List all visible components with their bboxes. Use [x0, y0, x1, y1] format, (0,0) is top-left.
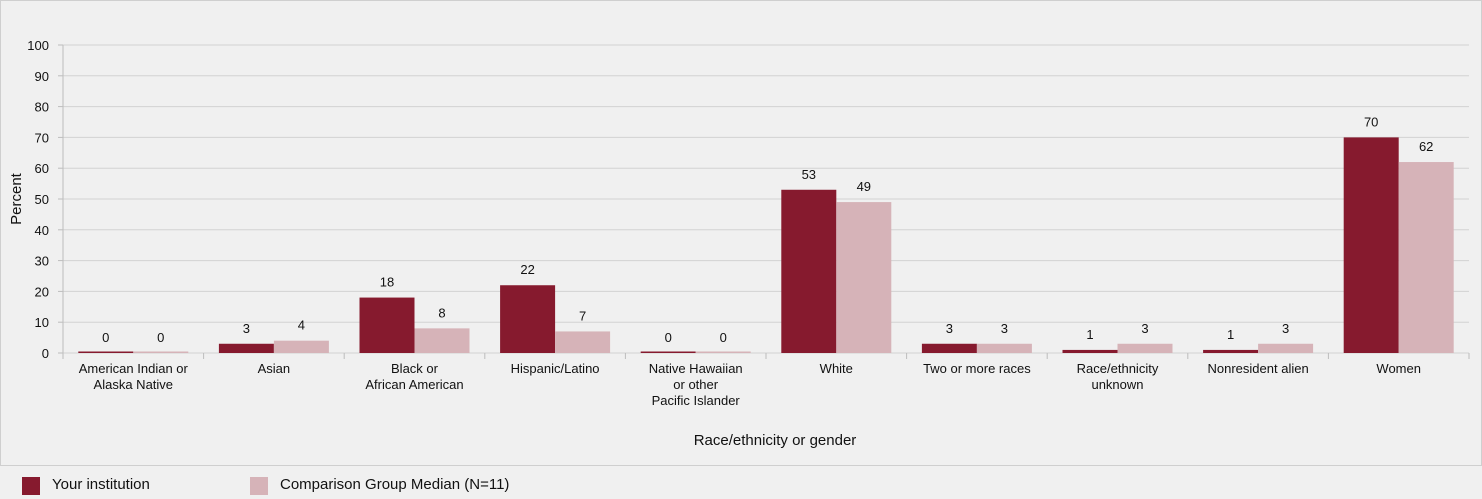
- x-tick-labels: American Indian or Alaska Native Asian Blac…: [79, 361, 1421, 408]
- y-tick-label: 0: [42, 346, 49, 361]
- x-tick-label-line: or other: [673, 377, 718, 392]
- x-tick-label: Native Hawaiian or other Pacific Islander: [649, 361, 743, 408]
- data-label: 0: [720, 330, 727, 345]
- y-tick-label: 30: [35, 254, 49, 269]
- bar: [78, 351, 134, 353]
- y-tick-label: 40: [35, 223, 49, 238]
- x-tick-label-line: Nonresident alien: [1208, 361, 1309, 376]
- bar: [414, 328, 470, 353]
- x-tick-label-line: Black or: [391, 361, 439, 376]
- bar: [1203, 349, 1259, 353]
- y-tick-label: 20: [35, 284, 49, 299]
- bar: [1117, 343, 1173, 353]
- bar: [500, 285, 556, 353]
- bar: [359, 297, 415, 353]
- bars: [78, 137, 1454, 353]
- data-label: 3: [1141, 321, 1148, 336]
- data-label: 0: [157, 330, 164, 345]
- data-label: 4: [298, 318, 305, 333]
- data-label: 53: [802, 167, 816, 182]
- x-tick-label-line: African American: [365, 377, 463, 392]
- bar: [273, 340, 329, 353]
- x-tick-label-line: Women: [1376, 361, 1421, 376]
- bar: [976, 343, 1032, 353]
- data-label: 0: [665, 330, 672, 345]
- y-tick-label: 90: [35, 69, 49, 84]
- x-tick-label-line: American Indian or: [79, 361, 189, 376]
- data-label: 1: [1227, 327, 1234, 342]
- x-tick-label-line: Alaska Native: [94, 377, 173, 392]
- x-tick-label-line: unknown: [1091, 377, 1143, 392]
- x-tick-label: Race/ethnicity unknown: [1077, 361, 1159, 392]
- gridlines: [58, 44, 1470, 359]
- x-tick-label-line: Asian: [258, 361, 291, 376]
- x-tick-label: Asian: [258, 361, 291, 376]
- chart-frame: 0 10 20 30 40 50 60 70 80 90 100 0 0 3 4 18 8 22 7 0 0 53 49 3…: [0, 0, 1482, 466]
- data-label: 70: [1364, 114, 1378, 129]
- x-tick-label: Black or African American: [365, 361, 463, 392]
- bar: [133, 351, 189, 353]
- data-label: 0: [102, 330, 109, 345]
- y-tick-label: 10: [35, 315, 49, 330]
- x-tick-label-line: Hispanic/Latino: [511, 361, 600, 376]
- bar: [1343, 137, 1399, 353]
- bar: [1062, 349, 1118, 353]
- bar: [695, 351, 751, 353]
- data-label: 18: [380, 275, 394, 290]
- y-tick-label: 60: [35, 161, 49, 176]
- bar: [781, 189, 837, 353]
- x-tick-label: White: [820, 361, 853, 376]
- legend-swatch: [22, 477, 40, 495]
- bar: [555, 331, 611, 353]
- legend-label: Your institution: [52, 476, 150, 493]
- x-tick-label: Hispanic/Latino: [511, 361, 600, 376]
- y-tick-labels: 0 10 20 30 40 50 60 70 80 90 100: [27, 38, 49, 361]
- y-axis-title: Percent: [8, 172, 25, 225]
- x-tick-label-line: Race/ethnicity: [1077, 361, 1159, 376]
- bar: [1258, 343, 1314, 353]
- x-tick-label: American Indian or Alaska Native: [79, 361, 189, 392]
- x-tick-label: Women: [1376, 361, 1421, 376]
- bar: [640, 351, 696, 353]
- x-tick-label-line: White: [820, 361, 853, 376]
- y-tick-label: 80: [35, 100, 49, 115]
- y-tick-label: 100: [27, 38, 49, 53]
- data-label: 7: [579, 308, 586, 323]
- x-tick-label: Two or more races: [923, 361, 1031, 376]
- data-label: 8: [438, 305, 445, 320]
- data-label: 3: [243, 321, 250, 336]
- data-label: 1: [1086, 327, 1093, 342]
- x-tick-label: Nonresident alien: [1208, 361, 1309, 376]
- data-label: 3: [946, 321, 953, 336]
- bar: [921, 343, 977, 353]
- y-tick-label: 70: [35, 130, 49, 145]
- bar: [836, 202, 892, 353]
- data-label: 62: [1419, 139, 1433, 154]
- data-label: 22: [520, 262, 534, 277]
- data-label: 3: [1282, 321, 1289, 336]
- legend-label: Comparison Group Median (N=11): [280, 476, 510, 493]
- x-axis-title: Race/ethnicity or gender: [694, 432, 857, 449]
- data-label: 3: [1001, 321, 1008, 336]
- bar: [1398, 162, 1454, 353]
- bar: [218, 343, 274, 353]
- x-tick-label-line: Two or more races: [923, 361, 1031, 376]
- legend-swatch: [250, 477, 268, 495]
- legend: Your institution Comparison Group Median…: [0, 465, 1482, 499]
- x-tick-label-line: Native Hawaiian: [649, 361, 743, 376]
- y-tick-label: 50: [35, 192, 49, 207]
- x-tick-label-line: Pacific Islander: [652, 393, 741, 408]
- data-label: 49: [857, 179, 871, 194]
